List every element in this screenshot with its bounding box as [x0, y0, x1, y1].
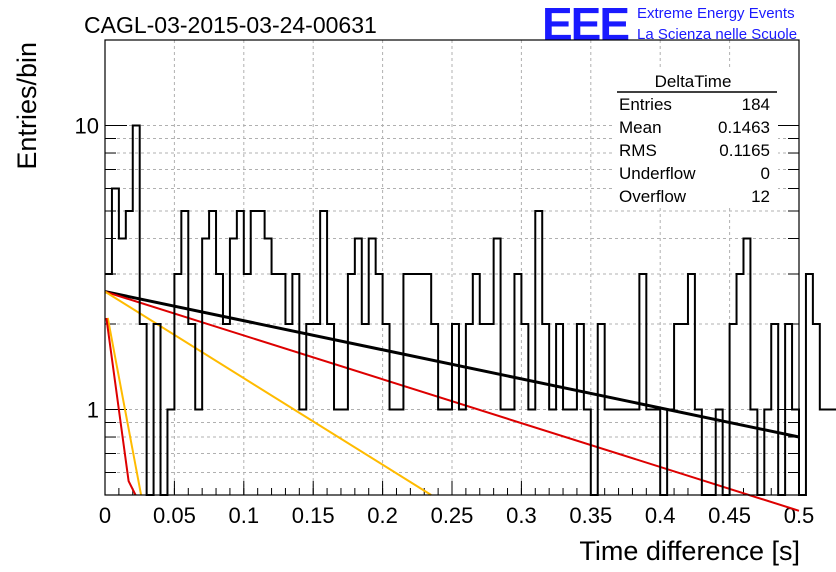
stats-row-value: 0.1165 — [719, 141, 770, 160]
logo-line1: Extreme Energy Events — [637, 5, 795, 22]
stats-row-value: 0 — [761, 164, 770, 183]
stats-row-value: 0.1463 — [718, 118, 770, 137]
plot-frame — [104, 39, 800, 496]
x-tick-label: 0.2 — [367, 503, 398, 528]
x-tick-label: 0.15 — [292, 503, 335, 528]
y-tick-label: 10 — [75, 113, 99, 138]
y-axis-label: Entries/bin — [12, 42, 42, 170]
stats-row-label: Overflow — [619, 187, 687, 206]
x-tick-label: 0.05 — [153, 503, 196, 528]
stats-row-label: RMS — [619, 141, 657, 160]
logo-mark: EEE — [542, 0, 628, 50]
x-tick-label: 0.45 — [708, 503, 751, 528]
stats-box: DeltaTime Entries 184 Mean 0.1463 RMS 0.1165 U… — [614, 70, 778, 206]
x-tick-label: 0.25 — [431, 503, 474, 528]
chart-title: CAGL-03-2015-03-24-00631 — [84, 12, 377, 38]
stats-row-label: Mean — [619, 118, 662, 137]
fit-curve — [105, 317, 137, 496]
y-tick-label: 1 — [87, 398, 99, 423]
x-tick-labels: 0 0.05 0.1 0.15 0.2 0.25 0.3 0.35 0.4 0.45 0.5 — [99, 503, 814, 528]
fit-curve — [104, 290, 432, 496]
eee-logo: EEE Extreme Energy Events La Scienza nel… — [542, 0, 797, 50]
logo-line2: La Scienza nelle Scuole — [637, 26, 797, 43]
x-tick-label: 0 — [99, 503, 111, 528]
histogram-line — [105, 124, 836, 496]
stats-row-value: 184 — [742, 95, 770, 114]
x-tick-label: 0.35 — [569, 503, 612, 528]
y-tick-labels: 1 10 — [75, 113, 99, 422]
stats-row-label: Entries — [619, 95, 672, 114]
fit-curve — [106, 317, 143, 496]
x-tick-label: 0.1 — [229, 503, 260, 528]
stats-box-title: DeltaTime — [655, 72, 732, 91]
x-tick-label: 0.4 — [645, 503, 676, 528]
stats-row-value: 12 — [751, 187, 770, 206]
x-axis-label: Time difference [s] — [579, 536, 800, 566]
x-tick-label: 0.3 — [506, 503, 537, 528]
stats-row-label: Underflow — [619, 164, 696, 183]
stats-box-rows: Entries 184 Mean 0.1463 RMS 0.1165 Underflow 0 O… — [619, 95, 770, 206]
